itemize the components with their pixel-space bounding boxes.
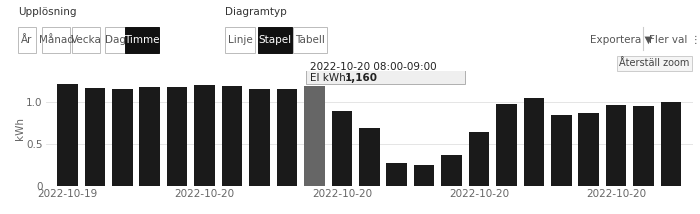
- Bar: [469, 132, 489, 186]
- Bar: [441, 155, 462, 186]
- Bar: [195, 85, 215, 186]
- Text: År: År: [21, 35, 33, 45]
- Bar: [85, 88, 105, 186]
- Bar: [524, 98, 544, 186]
- Bar: [276, 89, 298, 186]
- FancyBboxPatch shape: [18, 27, 36, 53]
- FancyBboxPatch shape: [42, 27, 70, 53]
- Text: Fler val ⋮: Fler val ⋮: [649, 35, 700, 45]
- FancyBboxPatch shape: [258, 27, 292, 53]
- Bar: [249, 89, 270, 186]
- Bar: [304, 86, 325, 186]
- FancyBboxPatch shape: [72, 27, 100, 53]
- Bar: [167, 86, 188, 186]
- Text: Diagramtyp: Diagramtyp: [225, 7, 287, 17]
- Bar: [634, 106, 654, 186]
- Bar: [606, 105, 627, 186]
- Text: Stapel: Stapel: [258, 35, 292, 45]
- Bar: [332, 111, 352, 186]
- Text: Månad: Månad: [38, 35, 74, 45]
- FancyBboxPatch shape: [293, 27, 327, 53]
- FancyBboxPatch shape: [125, 27, 159, 53]
- Text: 2022-10-20 08:00-09:00: 2022-10-20 08:00-09:00: [310, 62, 437, 72]
- Text: Tabell: Tabell: [295, 35, 325, 45]
- Bar: [112, 89, 132, 186]
- Bar: [57, 84, 78, 186]
- Bar: [551, 115, 572, 186]
- Text: El kWh:: El kWh:: [310, 73, 353, 83]
- Text: Exportera ▼: Exportera ▼: [590, 35, 652, 45]
- Text: Upplösning: Upplösning: [18, 7, 76, 17]
- FancyBboxPatch shape: [306, 61, 466, 84]
- Bar: [496, 104, 517, 186]
- Bar: [386, 163, 407, 186]
- Bar: [661, 102, 681, 186]
- FancyBboxPatch shape: [105, 27, 127, 53]
- Bar: [578, 113, 599, 186]
- Y-axis label: kWh: kWh: [15, 117, 24, 140]
- Text: Vecka: Vecka: [71, 35, 102, 45]
- Text: Timme: Timme: [125, 35, 160, 45]
- Text: 1,160: 1,160: [345, 73, 378, 83]
- Bar: [359, 128, 379, 186]
- Text: Dag: Dag: [106, 35, 127, 45]
- Bar: [139, 86, 160, 186]
- Bar: [414, 165, 435, 186]
- Text: Linje: Linje: [228, 35, 253, 45]
- Bar: [222, 86, 242, 186]
- FancyBboxPatch shape: [225, 27, 255, 53]
- Text: Återställ zoom: Återställ zoom: [620, 58, 690, 68]
